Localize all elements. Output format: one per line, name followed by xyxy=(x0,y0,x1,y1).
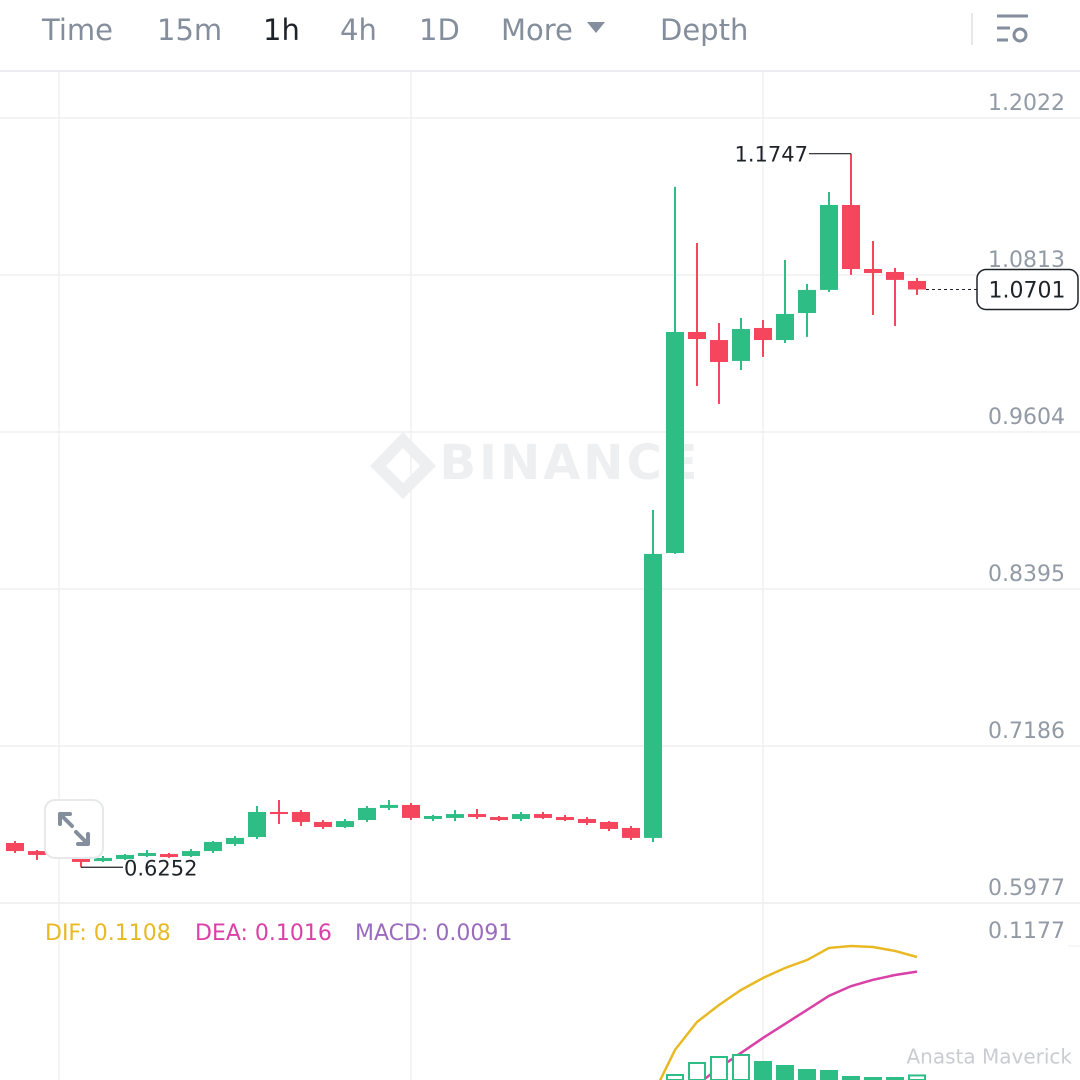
candle-body xyxy=(512,814,530,819)
candle-body xyxy=(402,804,420,818)
macd-bar xyxy=(776,1065,794,1080)
dropdown-arrow xyxy=(587,22,605,33)
candle-body xyxy=(358,807,376,821)
candle-body xyxy=(886,271,904,280)
candle-body xyxy=(534,814,552,818)
last-price-box xyxy=(976,268,1079,311)
candle-body xyxy=(446,814,464,818)
macd-bar xyxy=(710,1056,728,1080)
candle-body xyxy=(820,204,838,290)
watermark-logo xyxy=(370,432,436,499)
macd-bar xyxy=(732,1054,750,1080)
y-tick-label: 1.2022 xyxy=(988,91,1065,116)
candle-body xyxy=(776,313,794,341)
tab[interactable]: 1h xyxy=(263,13,300,47)
candle-body xyxy=(864,269,882,274)
candle-body xyxy=(842,204,860,270)
toolbar: Time 15m 1h 4h 1D More Depth xyxy=(0,13,1080,72)
candle-body xyxy=(204,841,222,852)
candle-body xyxy=(468,814,486,818)
candle-body xyxy=(270,811,288,815)
price-plot: 0.59770.71860.83950.96041.08131.20221.17… xyxy=(0,91,1080,904)
candle-body xyxy=(226,837,244,845)
candle-body xyxy=(578,818,596,824)
macd-clip-group xyxy=(658,944,926,1080)
tab[interactable]: 15m xyxy=(157,13,222,47)
macd-bar xyxy=(688,1062,706,1080)
y-tick-label: 0.9604 xyxy=(988,405,1065,430)
macd-line xyxy=(701,970,918,1080)
candle-body xyxy=(292,811,310,822)
legend-label: DEA: 0.1016 xyxy=(195,921,332,946)
y-tick-label: 0.1177 xyxy=(988,919,1065,944)
macd-line xyxy=(658,944,918,1080)
y-tick-label: 0.5977 xyxy=(988,876,1065,901)
candle-body xyxy=(600,821,618,829)
macd-bar xyxy=(886,1077,904,1080)
macd-bar xyxy=(908,1074,926,1080)
candle-body xyxy=(94,857,112,862)
candle-body xyxy=(908,280,926,290)
tab[interactable]: More xyxy=(501,13,573,47)
candle-body xyxy=(182,851,200,856)
candle-body xyxy=(666,331,684,554)
candle-body xyxy=(798,289,816,314)
low-label: 0.6252 xyxy=(124,856,197,880)
candle-body xyxy=(314,821,332,828)
candle-body xyxy=(116,854,134,859)
macd-bar xyxy=(842,1076,860,1080)
legend-label: DIF: 0.1108 xyxy=(45,921,171,946)
macd-bar xyxy=(798,1069,816,1080)
candle-body xyxy=(688,331,706,340)
macd-plot: 0.1177 DIF: 0.1108 DEA: 0.1016 MACD: 0.0091 xyxy=(45,919,1080,1080)
watermark: BINANCE xyxy=(440,435,701,491)
candle-body xyxy=(72,857,90,862)
grid xyxy=(58,72,764,1080)
candle-body xyxy=(160,854,178,858)
tab[interactable]: Time xyxy=(41,13,113,47)
macd-bar xyxy=(864,1077,882,1080)
credit-watermark: Anasta Maverick xyxy=(907,1045,1073,1069)
macd-bar xyxy=(820,1070,838,1080)
candle-body xyxy=(380,804,398,808)
y-tick-label: 0.7186 xyxy=(988,719,1065,744)
tab[interactable]: 4h xyxy=(340,13,377,47)
candle-body xyxy=(710,340,728,362)
candle-body xyxy=(138,853,156,856)
legend-label: MACD: 0.0091 xyxy=(355,921,512,946)
macd-bar xyxy=(666,1074,684,1080)
tab[interactable]: 1D xyxy=(419,13,460,47)
candle-body xyxy=(556,817,574,821)
tab[interactable]: Depth xyxy=(660,13,748,47)
candle-body xyxy=(28,851,46,855)
last-price-label: 1.0701 xyxy=(989,279,1066,304)
candle-body xyxy=(6,843,24,852)
candle-body xyxy=(248,811,266,838)
high-label: 1.1747 xyxy=(735,143,808,167)
y-tick-label: 0.8395 xyxy=(988,562,1065,587)
settings-icon[interactable] xyxy=(997,14,1028,43)
candle-body xyxy=(622,827,640,838)
candle-body xyxy=(336,821,354,828)
macd-bar xyxy=(754,1061,772,1080)
candle-body xyxy=(644,553,662,838)
candle-body xyxy=(424,815,442,819)
expand-button[interactable] xyxy=(44,799,104,859)
candle-body xyxy=(490,817,508,821)
candle-body xyxy=(732,329,750,361)
candle-body xyxy=(754,327,772,341)
